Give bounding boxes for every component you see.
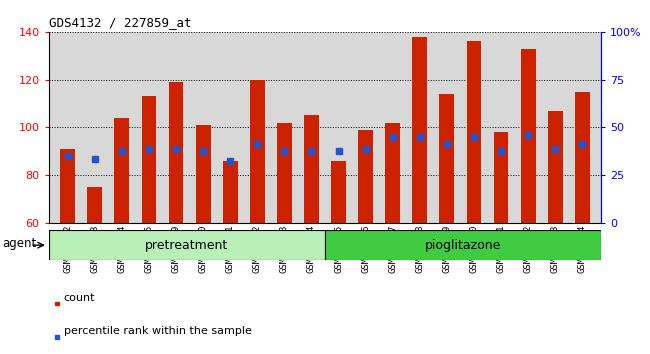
Text: count: count <box>64 292 95 303</box>
Bar <box>325 230 601 260</box>
Bar <box>60 149 75 354</box>
Bar <box>55 302 58 305</box>
Bar <box>439 94 454 354</box>
Bar <box>412 37 427 354</box>
Bar <box>168 82 183 354</box>
Text: GDS4132 / 227859_at: GDS4132 / 227859_at <box>49 16 191 29</box>
Bar <box>304 115 319 354</box>
Bar <box>49 230 325 260</box>
Text: pioglitazone: pioglitazone <box>425 239 501 252</box>
Bar <box>223 161 238 354</box>
Bar <box>277 123 292 354</box>
Bar <box>142 96 157 354</box>
Bar <box>467 41 482 354</box>
Bar <box>493 132 508 354</box>
Text: pretreatment: pretreatment <box>145 239 229 252</box>
Bar <box>521 48 536 354</box>
Bar <box>196 125 211 354</box>
Bar <box>385 123 400 354</box>
Bar <box>87 187 102 354</box>
Bar <box>575 92 590 354</box>
Text: percentile rank within the sample: percentile rank within the sample <box>64 326 252 336</box>
Bar <box>55 335 58 339</box>
Bar <box>114 118 129 354</box>
Text: agent: agent <box>3 237 36 250</box>
Bar <box>358 130 373 354</box>
Bar <box>331 161 346 354</box>
Bar <box>250 80 265 354</box>
Bar <box>548 111 563 354</box>
